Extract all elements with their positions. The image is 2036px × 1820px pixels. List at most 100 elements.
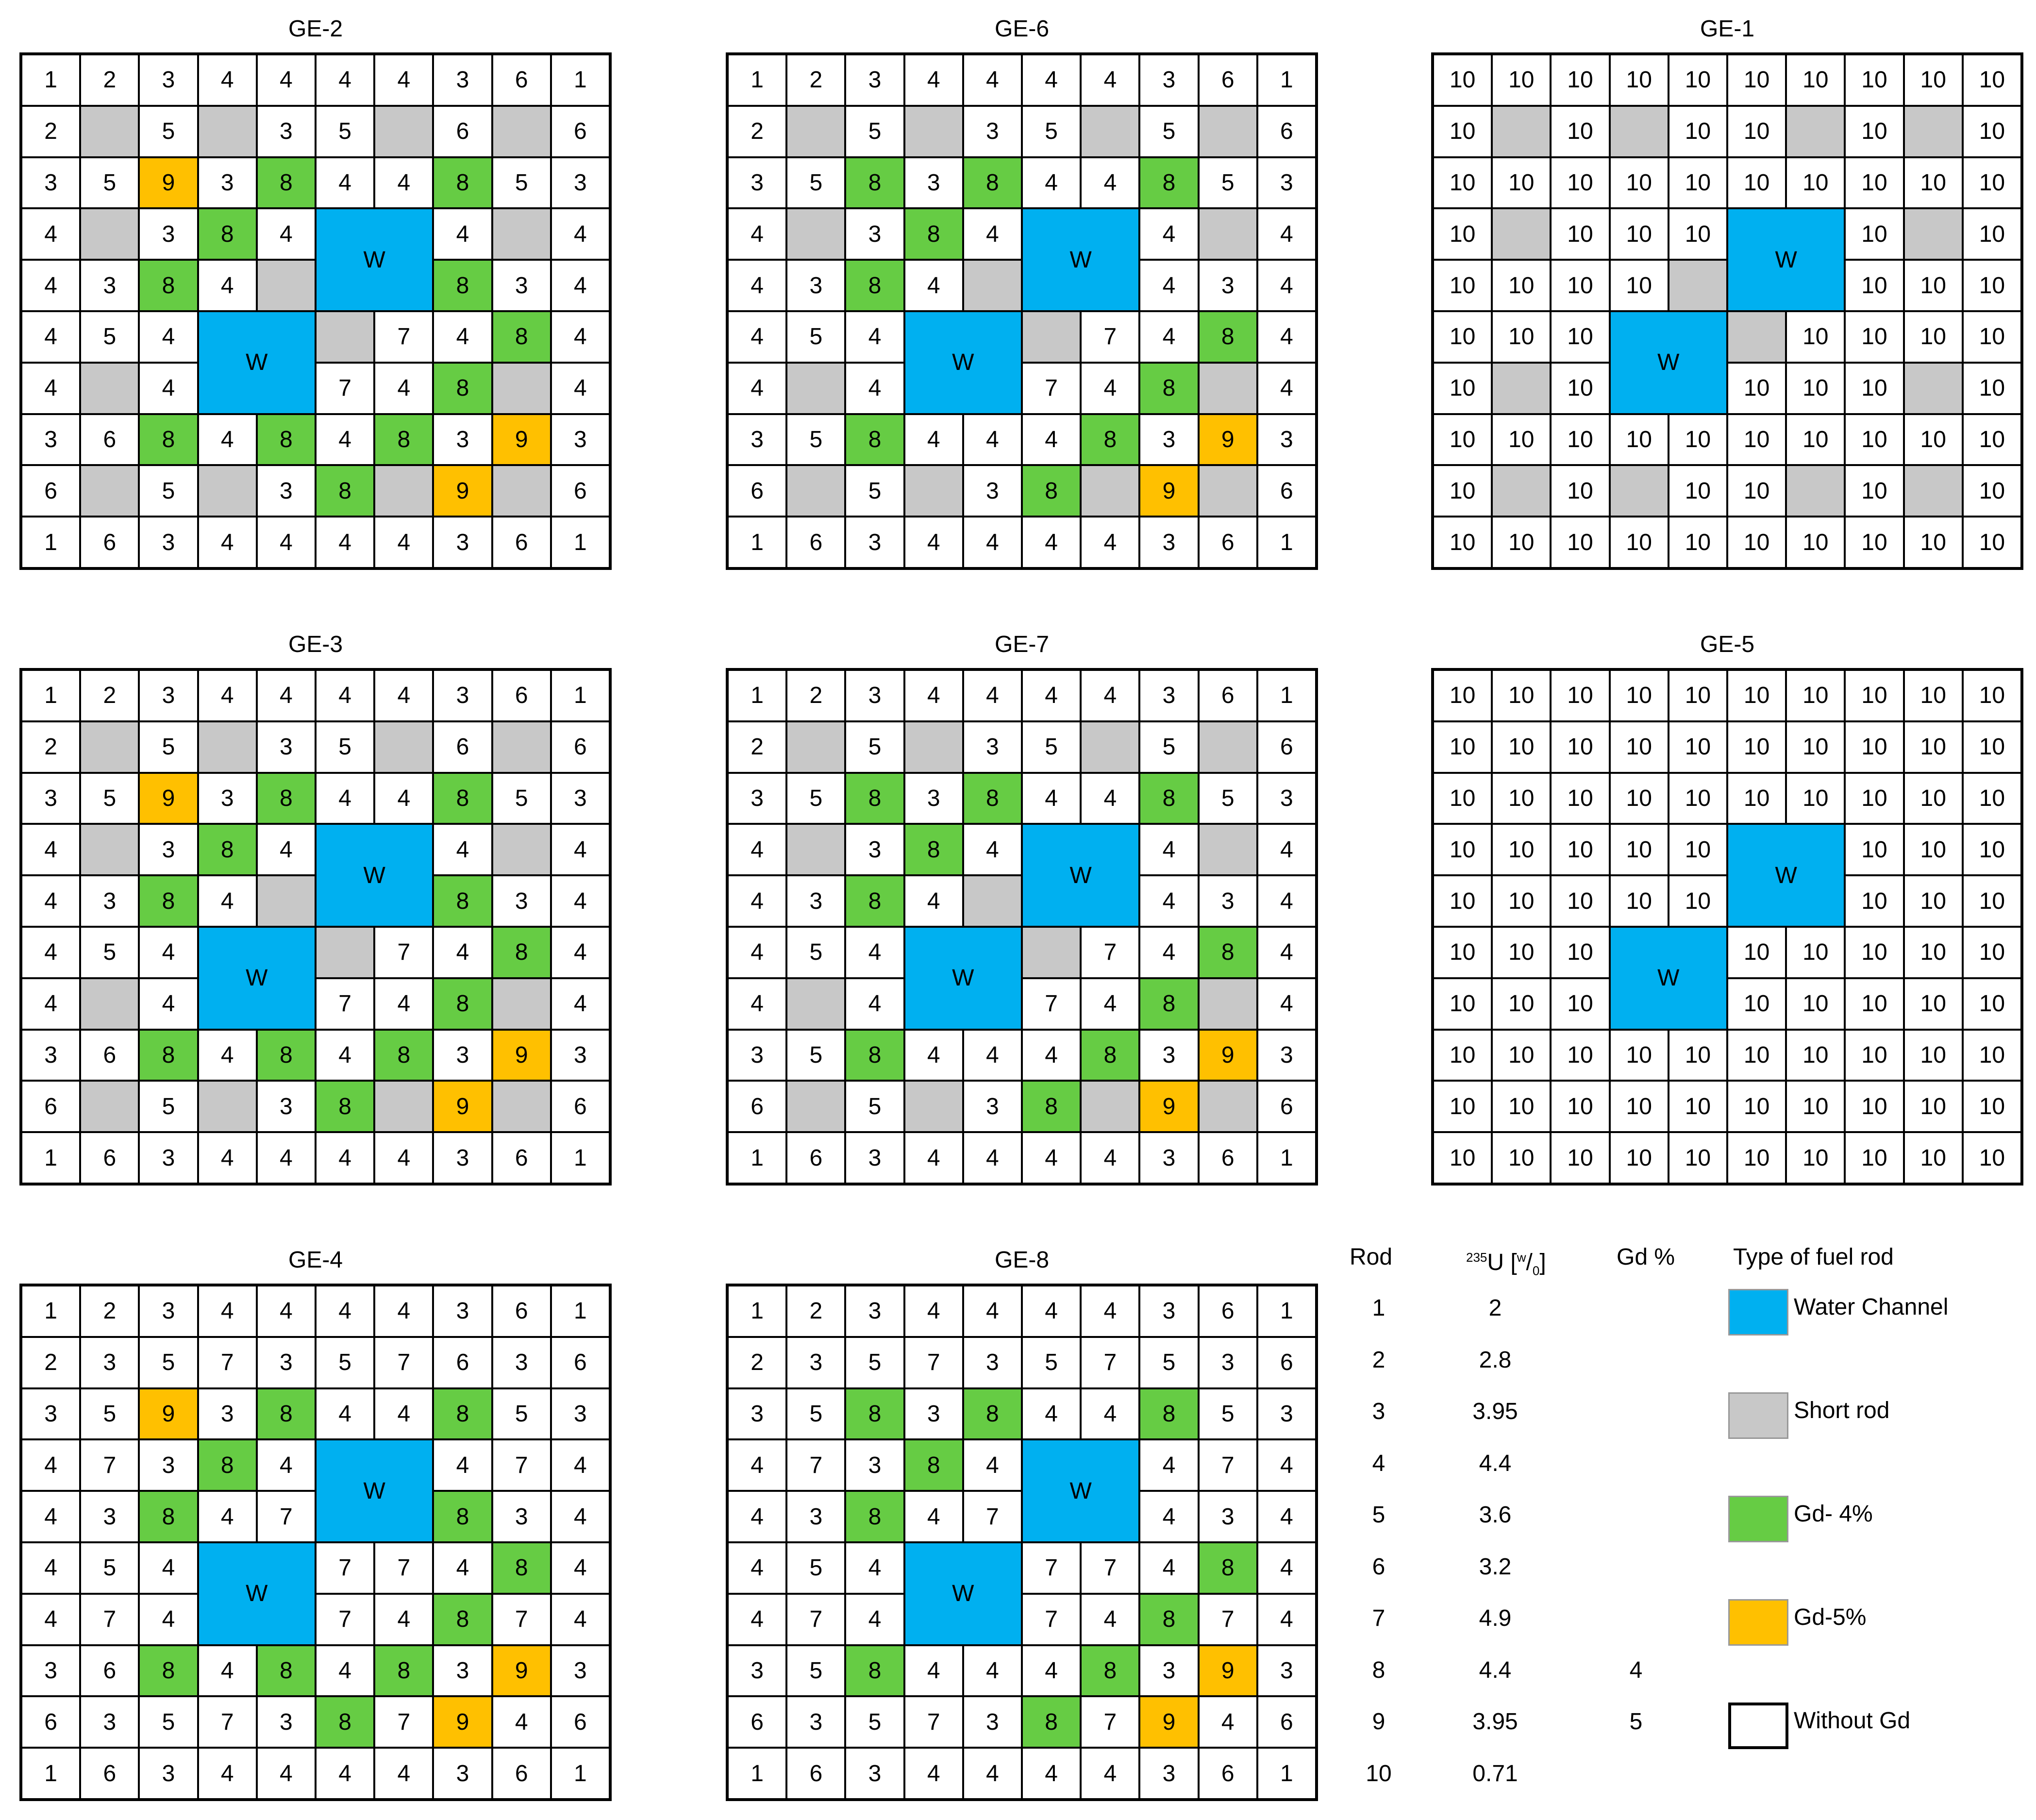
fuel-rod: 4 bbox=[22, 928, 80, 977]
fuel-rod: 3 bbox=[257, 722, 315, 772]
fuel-rod: 3 bbox=[1140, 1749, 1198, 1798]
fuel-rod: 4 bbox=[1258, 1492, 1315, 1541]
fuel-rod: 3 bbox=[1258, 1389, 1315, 1439]
fuel-rod: 4 bbox=[729, 1543, 786, 1593]
fuel-rod: 10 bbox=[1963, 55, 2020, 105]
fuel-rod: 10 bbox=[1904, 518, 1962, 567]
gd4-rod: 8 bbox=[1140, 773, 1198, 823]
fuel-rod: 4 bbox=[1258, 1440, 1315, 1490]
water-channel: W bbox=[905, 1543, 1021, 1644]
fuel-rod: 3 bbox=[964, 1082, 1021, 1132]
fuel-rod: 10 bbox=[1493, 55, 1550, 105]
fuel-rod: 10 bbox=[1728, 1133, 1786, 1183]
fuel-rod: 3 bbox=[199, 773, 256, 823]
fuel-rod: 4 bbox=[199, 1286, 256, 1336]
fuel-rod: 4 bbox=[846, 1543, 903, 1593]
fuel-rod: 10 bbox=[1669, 55, 1726, 105]
short-rod bbox=[905, 1082, 962, 1132]
gd4-rod: 8 bbox=[140, 876, 197, 926]
assembly-title: GE-8 bbox=[994, 1247, 1050, 1273]
fuel-rod: 10 bbox=[1493, 928, 1550, 977]
gd4-rod: 8 bbox=[375, 415, 433, 465]
fuel-rod: 5 bbox=[846, 1337, 903, 1387]
fuel-rod: 2 bbox=[22, 106, 80, 156]
fuel-rod: 5 bbox=[140, 722, 197, 772]
short-rod bbox=[1728, 312, 1786, 362]
fuel-rod: 4 bbox=[199, 55, 256, 105]
fuel-rod: 10 bbox=[1904, 1082, 1962, 1132]
fuel-rod: 2 bbox=[729, 106, 786, 156]
fuel-rod: 7 bbox=[787, 1594, 845, 1644]
fuel-rod: 4 bbox=[375, 1749, 433, 1798]
short-rod bbox=[787, 363, 845, 413]
fuel-rod: 10 bbox=[1552, 773, 1609, 823]
fuel-rod: 2 bbox=[81, 671, 138, 720]
fuel-rod: 5 bbox=[140, 1337, 197, 1387]
gd4-rod: 8 bbox=[434, 773, 491, 823]
short-rod bbox=[81, 363, 138, 413]
short-rod bbox=[1610, 106, 1668, 156]
fuel-rod: 3 bbox=[493, 261, 550, 310]
fuel-rod: 5 bbox=[1022, 722, 1080, 772]
fuel-rod: 4 bbox=[551, 363, 609, 413]
fuel-rod: 10 bbox=[1434, 1030, 1491, 1080]
gd4-rod: 8 bbox=[964, 773, 1021, 823]
fuel-rod: 5 bbox=[1199, 158, 1256, 208]
fuel-rod: 3 bbox=[1140, 1133, 1198, 1183]
fuel-rod: 1 bbox=[729, 55, 786, 105]
gd4-rod: 8 bbox=[140, 1030, 197, 1080]
fuel-rod: 4 bbox=[551, 928, 609, 977]
fuel-rod: 3 bbox=[729, 1646, 786, 1696]
fuel-rod: 4 bbox=[1022, 518, 1080, 567]
fuel-rod: 10 bbox=[1434, 466, 1491, 516]
fuel-rod: 10 bbox=[1846, 466, 1903, 516]
fuel-rod: 10 bbox=[1963, 979, 2020, 1029]
fuel-rod: 10 bbox=[1846, 1082, 1903, 1132]
fuel-rod: 4 bbox=[140, 1594, 197, 1644]
short-rod bbox=[375, 1082, 433, 1132]
short-rod bbox=[375, 106, 433, 156]
fuel-rod: 7 bbox=[316, 363, 374, 413]
fuel-rod: 4 bbox=[1258, 1594, 1315, 1644]
fuel-rod: 10 bbox=[1434, 1082, 1491, 1132]
fuel-rod: 4 bbox=[316, 1646, 374, 1696]
fuel-rod: 10 bbox=[1728, 773, 1786, 823]
fuel-rod: 5 bbox=[1199, 1389, 1256, 1439]
fuel-rod: 7 bbox=[493, 1440, 550, 1490]
fuel-rod: 3 bbox=[787, 1337, 845, 1387]
fuel-rod: 10 bbox=[1610, 1133, 1668, 1183]
fuel-rod: 7 bbox=[905, 1697, 962, 1747]
fuel-rod: 10 bbox=[1669, 158, 1726, 208]
gd4-rod: 8 bbox=[905, 1440, 962, 1490]
legend-gd-value: 4 bbox=[1629, 1657, 1643, 1683]
fuel-rod: 7 bbox=[199, 1697, 256, 1747]
fuel-rod: 7 bbox=[1082, 928, 1139, 977]
gd5-rod: 9 bbox=[1199, 415, 1256, 465]
fuel-rod: 7 bbox=[375, 1697, 433, 1747]
fuel-rod: 10 bbox=[1493, 1133, 1550, 1183]
fuel-rod: 3 bbox=[257, 1082, 315, 1132]
short-rod bbox=[1669, 261, 1726, 310]
fuel-rod: 4 bbox=[1082, 1389, 1139, 1439]
assembly-title: GE-7 bbox=[994, 632, 1050, 657]
short-rod bbox=[1493, 466, 1550, 516]
fuel-rod: 4 bbox=[1082, 1594, 1139, 1644]
fuel-rod: 10 bbox=[1846, 825, 1903, 875]
fuel-rod: 10 bbox=[1963, 876, 2020, 926]
gd4-rod: 8 bbox=[140, 415, 197, 465]
fuel-rod: 4 bbox=[1258, 928, 1315, 977]
gd4-rod: 8 bbox=[199, 825, 256, 875]
fuel-rod: 5 bbox=[316, 106, 374, 156]
gd4-rod: 8 bbox=[1199, 928, 1256, 977]
fuel-rod: 6 bbox=[434, 1337, 491, 1387]
fuel-rod: 4 bbox=[964, 671, 1021, 720]
legend-u235-value: 3.2 bbox=[1479, 1553, 1512, 1580]
gd4-rod: 8 bbox=[140, 261, 197, 310]
fuel-rod: 3 bbox=[905, 1389, 962, 1439]
short-rod bbox=[257, 261, 315, 310]
fuel-rod: 4 bbox=[1082, 55, 1139, 105]
fuel-rod: 10 bbox=[1493, 876, 1550, 926]
water-channel: W bbox=[1610, 312, 1726, 413]
short-rod bbox=[493, 825, 550, 875]
